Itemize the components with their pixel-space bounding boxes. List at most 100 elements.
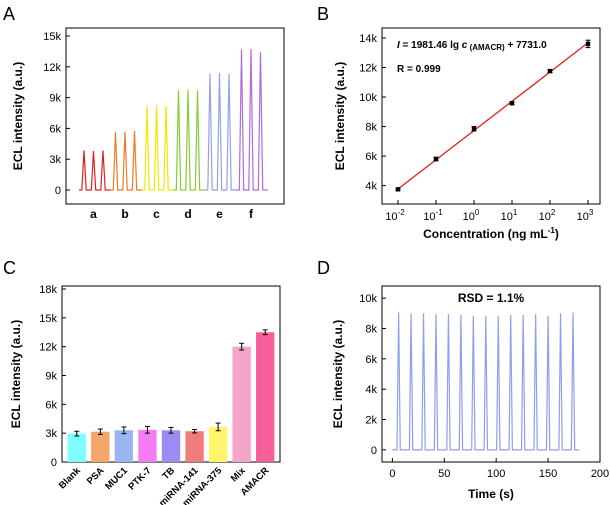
panel-d: D 0 2k 4k 6k 8k 10k 0 50 100 150 200 RSD = 1.1% T… [317,258,609,501]
panel-d-label: D [317,258,330,278]
panel-b-data-point [547,68,553,74]
x-label-end: ) [555,227,559,241]
panel-a-group-labels: a b c d e f [90,207,254,221]
panel-d-y-tick-label: 6k [365,354,377,366]
panel-c-bar [114,430,134,462]
panel-a-trace-a [79,150,111,191]
panel-c-y-tick-label: 15k [39,313,57,325]
panel-d-y-tick-label: 4k [365,384,377,396]
panel-b-data-point [395,187,401,192]
panel-b-y-label: ECL intensity (a.u.) [333,62,347,170]
panel-c-y-tick-label: 0 [51,457,57,469]
panel-d-x-tick-label: 100 [487,468,505,480]
panel-d-x-tick-label: 150 [539,468,557,480]
panel-c-bar [138,429,157,462]
panel-d-y-tick-label: 10k [359,293,377,305]
panel-d-y-tick-label: 2k [365,415,377,427]
panel-a-frame [65,27,285,205]
panel-b-x-ticks: 10-2 10-1 100 101 102 103 [385,200,594,223]
panel-a-group-label: a [90,207,97,221]
panel-d-x-ticks: 0 50 100 150 200 [389,458,609,480]
panel-b-x-tick-label: 10-2 [385,208,405,223]
panel-b-frame [381,27,601,205]
panel-a-trace-d [173,89,205,191]
panel-a-group-label: e [216,207,223,221]
panel-b-x-tick-label: 103 [577,208,594,223]
panel-d-x-label: Time (s) [468,487,514,501]
panel-b-label: B [317,4,329,24]
panel-b-y-tick-label: 8k [365,122,377,134]
panel-d-y-tick-label: 0 [371,445,377,457]
panel-b-y-tick-label: 4k [365,181,377,193]
panel-c-bar [232,346,251,462]
panel-c-bars [67,329,275,462]
panel-a-label: A [3,4,15,24]
eq-variable-c: c [462,40,468,51]
panel-a-trace-e [205,72,237,191]
panel-b-y-ticks: 4k 6k 8k 10k 12k 14k [359,33,386,193]
panel-c-bar [161,430,181,462]
eq-post: + 7731.0 [505,40,547,51]
panel-c-bar [208,426,228,462]
panel-b-x-tick-label: 10-1 [423,208,443,223]
panel-a-group-label: c [153,207,160,221]
panel-d-annotation: RSD = 1.1% [458,291,525,305]
panel-d-ecl-trace [392,312,580,451]
panel-a-y-label: ECL intensity (a.u.) [11,62,25,170]
panel-d-x-tick-label: 50 [438,468,450,480]
panel-c-label: C [3,258,16,278]
eq-mid: = 1981.46 lg [400,40,462,51]
panel-c-y-label: ECL intensity (a.u.) [9,320,23,428]
panel-b-x-label: Concentration (ng mL-1) [423,226,559,241]
panel-b-data-point [471,126,477,131]
panel-d-y-label: ECL intensity (a.u.) [331,320,345,428]
panel-c-category-label: TB [160,465,177,482]
panel-b-plot [395,39,591,192]
x-label-main: Concentration (ng mL [423,227,548,241]
panel-d-x-tick-label: 200 [591,468,609,480]
panel-a: A 0 3k 6k 9k 12k 15k a b c d e f ECL intensity (a.… [3,4,285,221]
panel-b-fit-line [397,42,589,190]
panel-a-group-label: b [121,207,128,221]
panel-a-y-tick-label: 9k [49,93,61,105]
panel-d-trace [392,312,580,451]
panel-a-trace-f [236,48,268,191]
panel-a-y-tick-label: 15k [43,31,61,43]
panel-c-y-tick-label: 3k [45,428,57,440]
panel-a-traces [79,48,268,191]
panel-b-x-tick-label: 100 [463,208,480,223]
panel-c-y-tick-label: 18k [39,284,57,296]
panel-c-y-tick-label: 6k [45,399,57,411]
panel-b-x-tick-label: 102 [539,208,556,223]
panel-c-category-label: Blank [57,465,84,492]
panel-a-group-label: f [249,207,254,221]
panel-b-data-point [433,156,439,162]
panel-c-category-label: MUC1 [103,465,130,492]
panel-a-trace-c [142,105,174,191]
x-label-sup: -1 [548,226,556,235]
panel-c-bar [67,433,86,462]
panel-a-y-ticks: 0 3k 6k 9k 12k 15k [43,31,70,197]
panel-c-bar [91,431,110,462]
panel-b-y-tick-label: 6k [365,151,377,163]
panel-a-group-label: d [184,207,191,221]
panel-d-y-tick-label: 8k [365,323,377,335]
panel-a-y-tick-label: 0 [55,185,61,197]
panel-b-y-tick-label: 14k [359,33,377,45]
panel-a-y-tick-label: 6k [49,123,61,135]
panel-d-y-ticks: 0 2k 4k 6k 8k 10k [359,293,386,457]
panel-b-y-tick-label: 10k [359,92,377,104]
panel-d-x-tick-label: 0 [389,468,395,480]
panel-b-y-tick-label: 12k [359,63,377,75]
panel-b-x-tick-label: 101 [501,208,518,223]
panel-b-r-value: R = 0.999 [397,64,441,75]
panel-d-frame [381,285,601,463]
panel-c-category-label: Mix [229,465,248,484]
eq-subscript: (AMACR) [467,43,505,52]
panel-c-y-tick-label: 12k [39,342,57,354]
panel-b-data-point [585,41,591,47]
panel-c-y-ticks: 0 3k 6k 9k 12k 15k 18k [39,284,66,469]
